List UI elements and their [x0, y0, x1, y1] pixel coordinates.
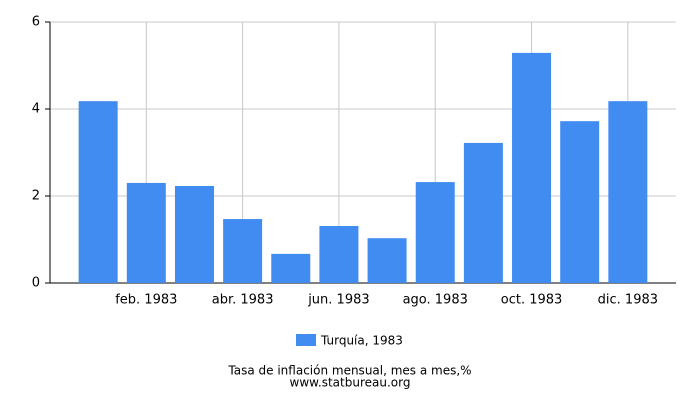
y-tick-label: 6: [32, 15, 40, 30]
bar: [415, 182, 455, 283]
x-tick-label: jun. 1983: [307, 293, 369, 308]
x-tick-label: feb. 1983: [115, 293, 177, 308]
bar: [126, 182, 166, 283]
y-tick-label: 4: [32, 102, 40, 117]
bar: [271, 253, 311, 283]
x-tick-label: ago. 1983: [403, 293, 468, 308]
bar: [174, 185, 214, 283]
y-tick-label: 0: [32, 276, 40, 291]
bar: [319, 226, 359, 283]
bar: [512, 52, 552, 284]
legend-label: Turquía, 1983: [320, 334, 403, 348]
legend-swatch: [296, 334, 316, 346]
x-tick-label: oct. 1983: [501, 293, 563, 308]
x-tick-label: dic. 1983: [598, 293, 658, 308]
source: www.statbureau.org: [290, 376, 411, 390]
bar: [78, 101, 118, 283]
x-tick-label: abr. 1983: [212, 293, 274, 308]
bar: [608, 101, 648, 283]
bar: [367, 238, 407, 283]
bar: [223, 219, 263, 283]
bar: [463, 142, 503, 283]
bar: [560, 121, 600, 284]
y-tick-label: 2: [32, 189, 40, 204]
chart-title: Tasa de inflación mensual, mes a mes,%: [227, 364, 471, 378]
